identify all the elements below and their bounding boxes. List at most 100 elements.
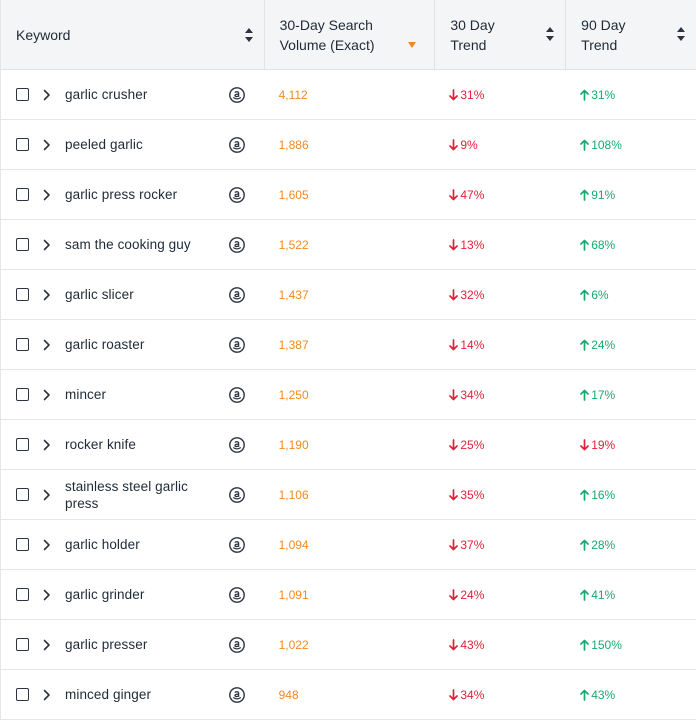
chevron-right-icon[interactable]: [43, 439, 53, 451]
amazon-icon[interactable]: [229, 336, 245, 353]
table-row[interactable]: garlic grinder 1,091 24% 41%: [1, 570, 696, 620]
table-row[interactable]: garlic roaster 1,387 14% 24%: [1, 320, 696, 370]
row-checkbox[interactable]: [16, 88, 29, 101]
arrow-down-icon: [580, 438, 590, 451]
sort-descending-icon[interactable]: [408, 33, 417, 48]
row-checkbox[interactable]: [16, 138, 29, 151]
search-volume: 1,091: [278, 587, 309, 602]
table-row[interactable]: minced ginger 948 34% 43%: [1, 670, 696, 720]
trend-30-day: 14%: [434, 338, 565, 352]
chevron-right-icon[interactable]: [43, 639, 53, 651]
amazon-icon[interactable]: [229, 686, 245, 703]
chevron-right-icon[interactable]: [43, 539, 53, 551]
chevron-right-icon[interactable]: [43, 239, 53, 251]
column-header-volume-label-1: 30-Day Search: [279, 17, 373, 33]
chevron-right-icon[interactable]: [43, 89, 53, 101]
amazon-icon[interactable]: [229, 436, 245, 453]
table-row[interactable]: garlic presser 1,022 43% 150%: [1, 620, 696, 670]
trend-90-value: 31%: [591, 87, 616, 102]
keyword-text: mincer: [65, 387, 107, 402]
keyword-text: rocker knife: [65, 437, 136, 452]
trend-90-day: 150%: [565, 638, 696, 652]
sort-icon[interactable]: [676, 26, 686, 42]
arrow-down-icon: [449, 288, 459, 301]
keyword-cell: rocker knife: [1, 420, 264, 469]
arrow-down-icon: [449, 538, 459, 551]
keyword-cell: garlic presser: [1, 620, 264, 669]
row-checkbox[interactable]: [16, 538, 29, 551]
chevron-right-icon[interactable]: [43, 189, 53, 201]
table-row[interactable]: garlic press rocker 1,605 47% 91%: [1, 170, 696, 220]
table-row[interactable]: mincer 1,250 34% 17%: [1, 370, 696, 420]
amazon-icon[interactable]: [229, 86, 245, 103]
column-header-volume[interactable]: 30-Day Search Volume (Exact): [263, 0, 435, 69]
amazon-icon[interactable]: [229, 586, 245, 603]
amazon-icon[interactable]: [229, 486, 245, 503]
keyword-text: garlic grinder: [65, 587, 145, 602]
trend-30-value: 34%: [460, 687, 485, 702]
chevron-right-icon[interactable]: [43, 339, 53, 351]
row-checkbox[interactable]: [16, 388, 29, 401]
amazon-icon[interactable]: [229, 386, 245, 403]
search-volume: 1,250: [278, 387, 309, 402]
trend-30-day: 13%: [434, 238, 565, 252]
chevron-right-icon[interactable]: [43, 489, 53, 501]
keyword-cell: mincer: [1, 370, 264, 419]
table-row[interactable]: garlic slicer 1,437 32% 6%: [1, 270, 696, 320]
sort-icon[interactable]: [244, 27, 254, 43]
row-checkbox[interactable]: [16, 338, 29, 351]
chevron-right-icon[interactable]: [43, 389, 53, 401]
keyword-cell: garlic grinder: [1, 570, 264, 619]
row-checkbox[interactable]: [16, 688, 29, 701]
table-row[interactable]: sam the cooking guy 1,522 13% 68%: [1, 220, 696, 270]
keyword-text: garlic slicer: [65, 287, 134, 302]
trend-90-day: 19%: [565, 438, 696, 452]
chevron-right-icon[interactable]: [43, 289, 53, 301]
keyword-text: minced ginger: [65, 687, 152, 702]
keyword-text: garlic presser: [65, 637, 148, 652]
table-row[interactable]: garlic crusher 4,112 31% 31%: [1, 70, 696, 120]
row-checkbox[interactable]: [16, 438, 29, 451]
trend-30-value: 31%: [460, 87, 485, 102]
keyword-cell: garlic slicer: [1, 270, 264, 319]
chevron-right-icon[interactable]: [43, 139, 53, 151]
keyword-cell: garlic press rocker: [1, 170, 264, 219]
row-checkbox[interactable]: [16, 488, 29, 501]
row-checkbox[interactable]: [16, 288, 29, 301]
row-checkbox[interactable]: [16, 238, 29, 251]
amazon-icon[interactable]: [229, 536, 245, 553]
column-header-keyword[interactable]: Keyword: [1, 0, 264, 69]
amazon-icon[interactable]: [229, 136, 245, 153]
row-checkbox[interactable]: [16, 188, 29, 201]
amazon-icon[interactable]: [229, 286, 245, 303]
amazon-icon[interactable]: [229, 186, 245, 203]
keyword-text: peeled garlic: [65, 137, 143, 152]
table-row[interactable]: peeled garlic 1,886 9% 108%: [1, 120, 696, 170]
keyword-cell: stainless steel garlic press: [1, 470, 264, 519]
trend-30-value: 34%: [460, 387, 485, 402]
trend-90-value: 19%: [591, 437, 616, 452]
table-row[interactable]: garlic holder 1,094 37% 28%: [1, 520, 696, 570]
sort-icon[interactable]: [545, 26, 555, 42]
row-checkbox[interactable]: [16, 588, 29, 601]
row-checkbox[interactable]: [16, 638, 29, 651]
table-row[interactable]: stainless steel garlic press 1,106 35% 1…: [1, 470, 696, 520]
trend-90-day: 24%: [565, 338, 696, 352]
column-header-trend90[interactable]: 90 Day Trend: [565, 0, 696, 69]
trend-30-value: 37%: [460, 537, 485, 552]
trend-90-day: 43%: [565, 688, 696, 702]
trend-90-day: 6%: [565, 288, 696, 302]
trend-90-value: 6%: [591, 287, 609, 302]
arrow-up-icon: [580, 539, 590, 551]
amazon-icon[interactable]: [229, 236, 245, 253]
table-row[interactable]: rocker knife 1,190 25% 19%: [1, 420, 696, 470]
chevron-right-icon[interactable]: [43, 589, 53, 601]
amazon-icon[interactable]: [229, 636, 245, 653]
arrow-up-icon: [580, 389, 590, 401]
chevron-right-icon[interactable]: [43, 689, 53, 701]
column-header-trend30[interactable]: 30 Day Trend: [434, 0, 565, 69]
column-header-volume-label-2: Volume (Exact): [279, 37, 375, 53]
search-volume: 1,106: [278, 487, 309, 502]
keyword-text: garlic press rocker: [65, 187, 178, 202]
